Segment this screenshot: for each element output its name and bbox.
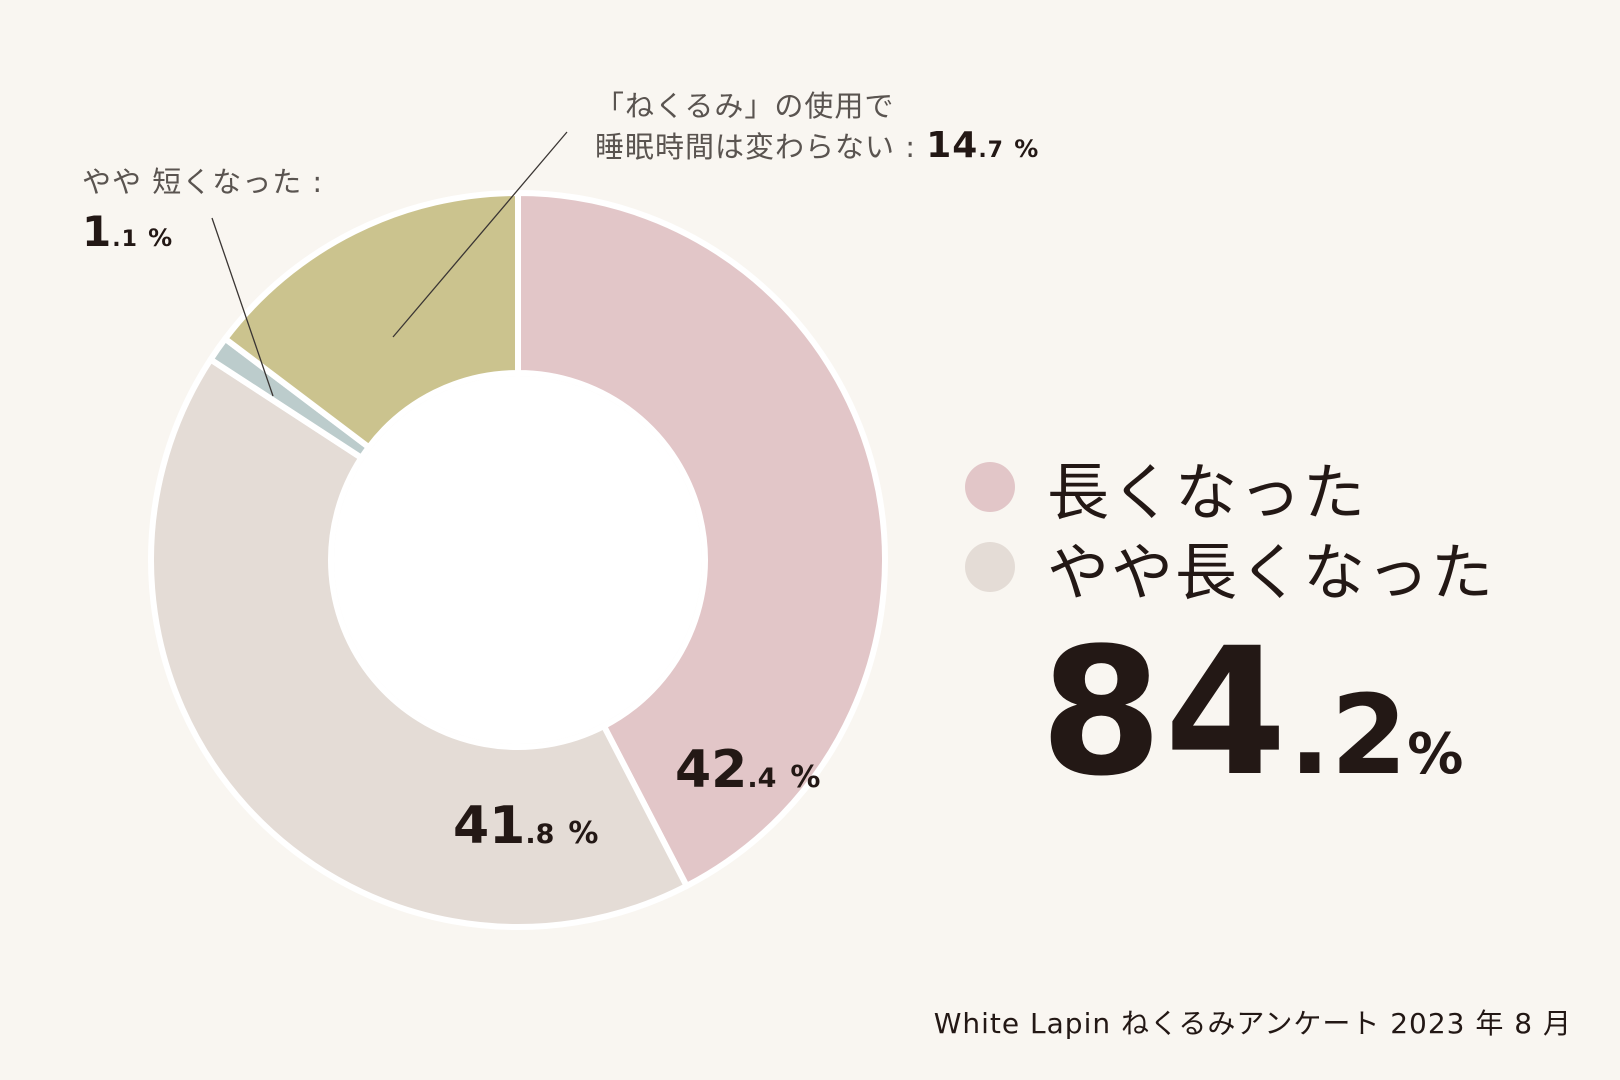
- legend-item-long: 長くなった: [965, 442, 1367, 532]
- data-label-slong-int: 41: [453, 796, 526, 856]
- data-label-long-int: 42: [675, 740, 748, 800]
- data-label-slong-dec: .8: [525, 819, 555, 850]
- donut-hole: [334, 376, 702, 744]
- data-label-long-pct: %: [790, 760, 821, 795]
- data-label-slightly-long: 41.8%: [453, 796, 598, 856]
- annotation-short-line1: やや 短くなった :: [82, 165, 324, 199]
- annotation-same-pct: %: [1014, 135, 1040, 163]
- legend-label-slightly-long: やや長くなった: [1047, 536, 1496, 609]
- annotation-same-dec: .7: [978, 138, 1004, 163]
- data-label-long-dec: .4: [747, 763, 777, 794]
- leader-line-same: [392, 131, 568, 338]
- total-percentage: 84.2%: [1040, 610, 1463, 815]
- legend-swatch-slightly-long: [965, 542, 1015, 592]
- annotation-same: 「ねくるみ」の使用で 睡眠時間は変わらない : 14.7 %: [595, 86, 1039, 171]
- legend-swatch-long: [965, 462, 1015, 512]
- annotation-same-line2: 睡眠時間は変わらない :: [595, 130, 916, 164]
- data-label-long: 42.4%: [675, 740, 820, 800]
- annotation-same-line2-wrap: 睡眠時間は変わらない : 14.7 %: [595, 126, 1039, 171]
- annotation-short-int: 1: [82, 207, 113, 256]
- annotation-short-value: 1.1 %: [82, 211, 323, 260]
- legend-label-long: 長くなった: [1047, 456, 1368, 529]
- leader-line-short: [211, 217, 274, 397]
- annotation-short-dec: .1: [112, 227, 138, 252]
- total-pct: %: [1407, 722, 1464, 787]
- source-note: White Lapin ねくるみアンケート 2023 年 8 月: [933, 1007, 1572, 1040]
- total-dec: .2: [1288, 671, 1408, 799]
- data-label-slong-pct: %: [568, 816, 599, 851]
- annotation-short-pct: %: [148, 224, 174, 252]
- annotation-short: やや 短くなった : 1.1 %: [82, 162, 323, 260]
- slice-long: [515, 190, 888, 889]
- annotation-same-line1: 「ねくるみ」の使用で: [595, 89, 895, 123]
- slice-unchanged: [222, 190, 521, 451]
- slice-slightly-long: [148, 356, 690, 930]
- annotation-same-int: 14: [926, 125, 979, 166]
- total-int: 84: [1040, 610, 1289, 815]
- legend-item-slightly-long: やや長くなった: [965, 522, 1495, 612]
